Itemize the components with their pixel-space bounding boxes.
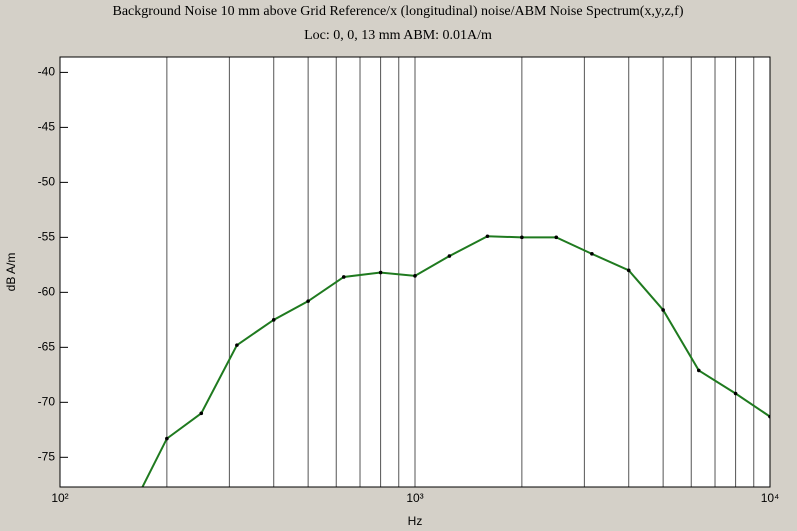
y-tick-label: -50 (38, 175, 56, 189)
point (485, 234, 490, 239)
plot-area (59, 56, 771, 488)
point (661, 308, 665, 312)
point (733, 391, 738, 396)
point (165, 436, 169, 441)
x-axis-label: Hz (408, 514, 423, 528)
point (413, 274, 417, 278)
y-tick-label: -45 (38, 120, 56, 134)
series (131, 234, 770, 509)
point (554, 235, 559, 240)
x-tick-label: 10⁴ (761, 491, 780, 505)
point (447, 254, 452, 258)
y-tick-label: -55 (38, 230, 56, 244)
y-tick-label: -60 (38, 285, 56, 299)
point (520, 235, 524, 240)
point (378, 270, 383, 275)
y-tick-label: -75 (38, 449, 56, 463)
point (590, 252, 594, 256)
x-tick-label: 10³ (406, 491, 423, 505)
point (131, 505, 135, 509)
point (235, 343, 239, 347)
y-axis-label: dB A/m (4, 253, 18, 292)
y-tick-label: -70 (38, 394, 56, 408)
point (626, 268, 631, 273)
chart-subtitle: Loc: 0, 0, 13 mm ABM: 0.01A/m (304, 28, 492, 43)
y-tick-label: -65 (38, 340, 56, 354)
x-tick-label: 10² (51, 491, 68, 505)
point (341, 275, 346, 279)
point (696, 368, 701, 373)
point (199, 411, 204, 416)
y-tick-label: -40 (38, 65, 56, 79)
point (306, 299, 310, 303)
chart-title: Background Noise 10 mm above Grid Refere… (112, 4, 683, 19)
point (271, 318, 276, 322)
